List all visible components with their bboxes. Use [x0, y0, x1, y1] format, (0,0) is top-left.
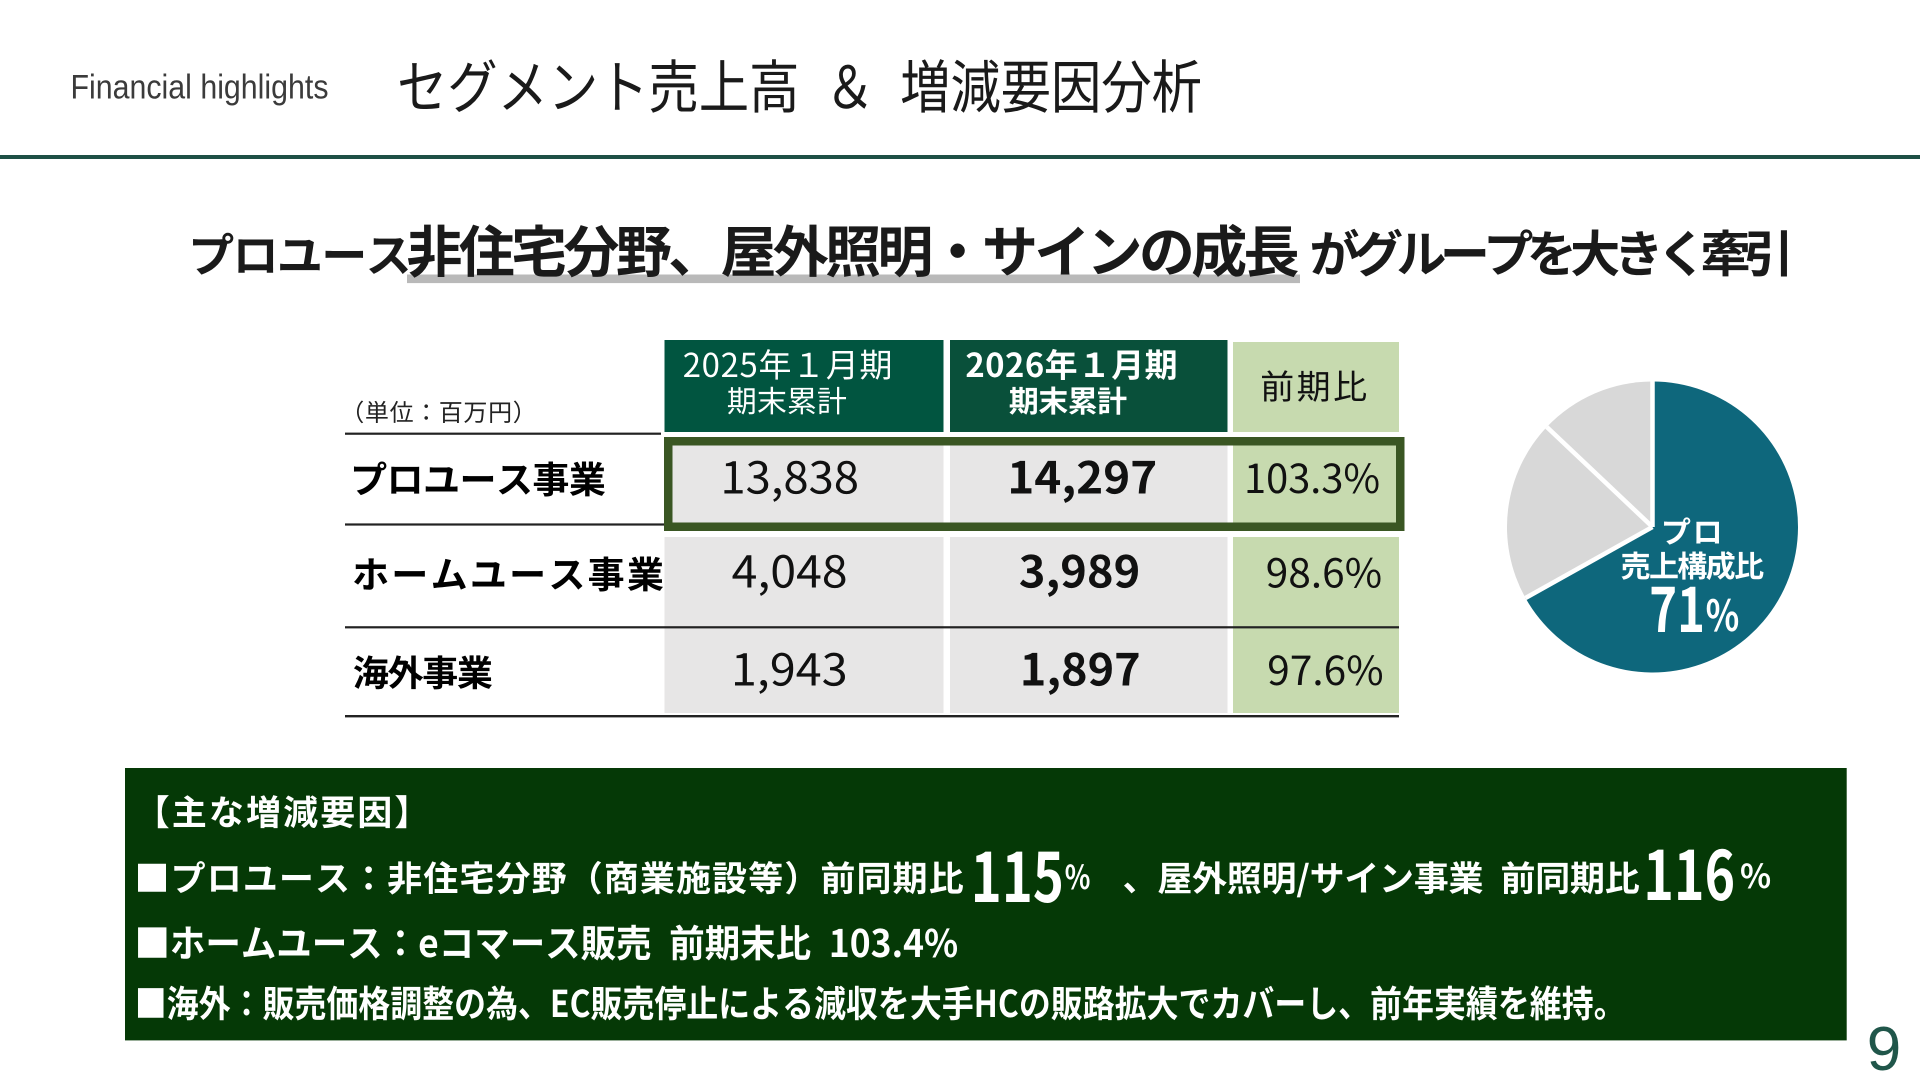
svg-text:9: 9 [1867, 1015, 1901, 1080]
svg-text:Financial highlights: Financial highlights [71, 68, 329, 106]
